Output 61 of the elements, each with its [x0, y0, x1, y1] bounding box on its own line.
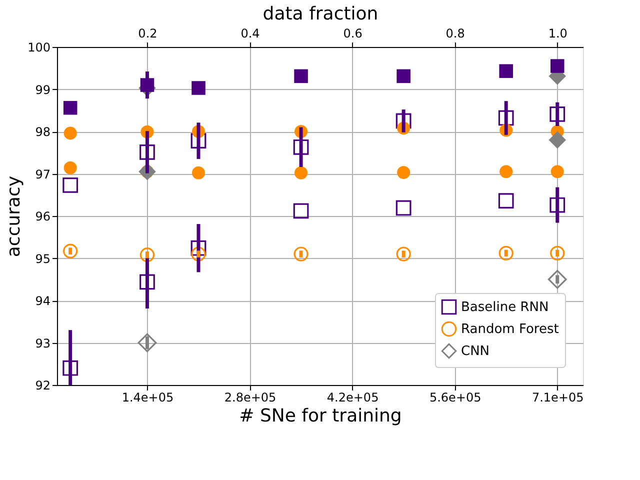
point	[548, 131, 566, 149]
y-tick-label: 94	[35, 294, 50, 308]
point	[397, 166, 410, 179]
point	[498, 110, 514, 126]
point	[294, 69, 308, 84]
point	[498, 193, 514, 208]
x2-tick-label: 0.6	[343, 26, 362, 40]
x2-tick-label: 0.4	[240, 26, 260, 40]
point	[396, 246, 411, 262]
y-axis-title: accuracy	[4, 176, 25, 258]
y-tick-label: 96	[35, 210, 50, 224]
point	[498, 246, 514, 260]
point	[64, 161, 77, 174]
point	[550, 59, 564, 73]
point	[550, 197, 566, 213]
x2-tick-label: 0.8	[446, 26, 465, 40]
x-axis-title: # SNe for training	[239, 406, 402, 426]
y-tick-label: 100	[28, 40, 50, 54]
y-tick-label: 93	[35, 336, 50, 350]
x-tick-label: 7.1e+05	[532, 390, 584, 404]
point	[192, 81, 206, 95]
point	[64, 126, 77, 140]
point	[192, 166, 206, 180]
point	[294, 246, 308, 262]
point	[550, 246, 565, 260]
x2-axis-title: data fraction	[262, 4, 378, 24]
point	[550, 106, 566, 122]
point	[396, 113, 412, 129]
legend-label: CNN	[461, 344, 490, 359]
y-tick-label: 97	[35, 167, 50, 182]
x2-tick-label: 1.0	[548, 26, 568, 40]
point	[62, 177, 78, 193]
point	[396, 200, 412, 216]
point	[294, 166, 308, 180]
y-tick-label: 95	[35, 252, 50, 266]
y-tick-label: 99	[35, 82, 50, 97]
point	[140, 248, 155, 262]
legend-label: Random Forest	[461, 322, 559, 337]
point	[500, 165, 513, 178]
point	[548, 270, 567, 289]
point	[293, 203, 309, 219]
point	[138, 333, 157, 352]
point	[293, 139, 309, 155]
point	[140, 144, 155, 160]
x-tick-label: 2.8e+05	[224, 390, 276, 404]
x2-tick-label: 0.2	[138, 26, 158, 40]
point	[550, 165, 564, 178]
point	[190, 240, 206, 256]
point	[396, 69, 410, 84]
x-tick-label: 5.6e+05	[429, 390, 482, 404]
x-tick-label: 1.4e+05	[122, 390, 174, 404]
point	[140, 274, 155, 290]
legend-label: Baseline RNN	[461, 300, 549, 315]
y-tick-label: 92	[35, 378, 50, 392]
point	[190, 133, 206, 148]
y-tick-label: 98	[35, 125, 50, 139]
point	[63, 244, 78, 258]
point	[499, 64, 513, 78]
point	[191, 246, 206, 262]
point	[62, 360, 78, 376]
x-tick-label: 4.2e+05	[326, 390, 379, 404]
